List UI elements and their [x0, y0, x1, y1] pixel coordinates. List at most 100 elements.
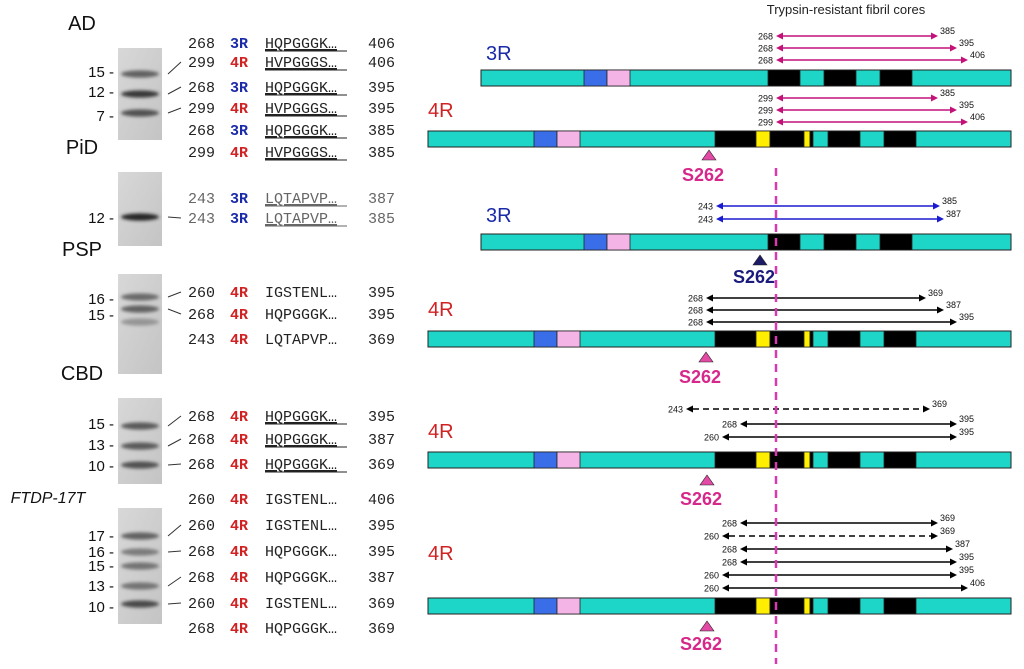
mw-marker: 10 -	[88, 458, 114, 475]
domain-yellow	[755, 130, 771, 148]
band-connector	[167, 86, 182, 95]
band-connector	[167, 415, 182, 427]
peptide-row: 268 4R HQPGGGK… 387	[188, 570, 395, 587]
peptide-row: 260 4R IGSTENL… 406	[188, 492, 395, 509]
tau-isoform-track-4r: 4R 268 369 260 369 268 387 268 395 260 395 260 406 S2…	[427, 513, 1012, 654]
peptide-end: 387	[368, 570, 395, 587]
mw-marker: 13 -	[88, 437, 114, 454]
domain-core	[767, 69, 801, 87]
domain-pink	[606, 69, 631, 87]
peptide-sequence: LQTAPVP…	[265, 211, 337, 228]
peptide-row: 299 4R HVPGGGS… 385	[188, 145, 395, 162]
band-connector	[167, 216, 182, 219]
mw-marker: 15 -	[88, 558, 114, 575]
peptide-start: 243	[188, 211, 215, 228]
track-isoform-label: 4R	[428, 100, 454, 122]
peptide-row: 260 4R IGSTENL… 395	[188, 518, 395, 535]
blot-band	[121, 532, 159, 540]
peptide-end: 387	[368, 432, 395, 449]
core-arrow-head-right	[950, 420, 957, 428]
core-arrow-head-right	[931, 94, 938, 102]
core-start-residue: 268	[688, 294, 703, 304]
peptide-start: 268	[188, 123, 215, 140]
core-start-residue: 268	[758, 56, 773, 66]
peptide-isoform: 4R	[230, 285, 248, 302]
core-start-residue: 243	[698, 202, 713, 212]
core-arrow-head-left	[776, 32, 783, 40]
track-isoform-label: 3R	[486, 205, 512, 227]
peptide-row: 268 4R HQPGGGK… 395	[188, 307, 395, 324]
domain-yellow	[803, 330, 811, 348]
domain-core	[809, 597, 814, 615]
band-connector	[167, 107, 182, 114]
core-end-residue: 387	[946, 209, 961, 219]
tau-isoform-track-3r: 3R 243 385 243 387 S262	[480, 196, 1012, 287]
peptide-row: 243 3R LQTAPVP… 387	[188, 191, 395, 208]
domain-core	[809, 330, 814, 348]
domain-core	[809, 451, 814, 469]
s262-label: S262	[680, 489, 722, 509]
domain-core	[809, 130, 814, 148]
core-arrow-head-right	[950, 433, 957, 441]
peptide-end: 385	[368, 123, 395, 140]
core-start-residue: 268	[722, 519, 737, 529]
domain-core	[827, 597, 861, 615]
core-end-residue: 385	[940, 26, 955, 36]
core-start-residue: 260	[704, 571, 719, 581]
tau-isoform-track-3r: 3R 268 385 268 395 268 406	[480, 26, 1012, 87]
peptide-end: 406	[368, 36, 395, 53]
domain-yellow	[803, 451, 811, 469]
core-arrow-head-left	[722, 571, 729, 579]
tau-isoform-track-4r: 4R 268 369 268 387 268 395 S262	[427, 288, 1012, 387]
s262-label: S262	[733, 267, 775, 287]
disease-label: CBD	[61, 363, 103, 385]
peptide-start: 268	[188, 80, 215, 97]
peptide-start: 243	[188, 332, 215, 349]
core-start-residue: 268	[758, 44, 773, 54]
domain-core	[827, 330, 861, 348]
peptide-start: 268	[188, 432, 215, 449]
domain-yellow	[755, 597, 771, 615]
core-arrow-head-left	[706, 294, 713, 302]
core-arrow-head-left	[740, 545, 747, 553]
panel-ad: AD 15 - 12 - 7 - 268 3R HQPGGGK… 406 299 4R HVPGGG…	[68, 13, 1012, 185]
core-arrow-head-right	[961, 118, 968, 126]
s262-label: S262	[679, 367, 721, 387]
peptide-start: 268	[188, 621, 215, 638]
peptide-isoform: 4R	[230, 409, 248, 426]
s262-marker	[701, 149, 717, 161]
core-end-residue: 406	[970, 578, 985, 588]
peptide-sequence: HQPGGGK…	[265, 80, 337, 97]
peptide-isoform: 4R	[230, 432, 248, 449]
core-arrow-head-right	[950, 106, 957, 114]
domain-core	[823, 233, 857, 251]
core-start-residue: 268	[722, 545, 737, 555]
mw-marker: 12 -	[88, 84, 114, 101]
blot-band	[121, 461, 159, 469]
core-arrow-head-right	[950, 318, 957, 326]
peptide-sequence: LQTAPVP…	[265, 191, 337, 208]
tau-isoform-track-4r: 4R 243 369 268 395 260 395 S262	[427, 399, 1012, 509]
peptide-start: 268	[188, 36, 215, 53]
core-arrow-head-left	[716, 215, 723, 223]
peptide-isoform: 4R	[230, 570, 248, 587]
peptide-sequence: HQPGGGK…	[265, 123, 337, 140]
panel-ftdp-17t: FTDP-17T 17 -16 -15 - 13 - 10 - 260 4R IGSTENL…	[11, 490, 1012, 654]
blot-band	[121, 600, 159, 608]
peptide-start: 268	[188, 307, 215, 324]
core-start-residue: 299	[758, 118, 773, 128]
peptide-sequence: HQPGGGK…	[265, 457, 337, 474]
s262-label: S262	[682, 165, 724, 185]
core-end-residue: 387	[946, 300, 961, 310]
mw-marker: 7 -	[96, 108, 114, 125]
tau-isoform-track-4r: 4R 299 385 299 395 299 406 S262	[427, 88, 1012, 185]
core-end-residue: 387	[955, 539, 970, 549]
domain-pink	[606, 233, 631, 251]
peptide-row: 268 4R HQPGGGK… 369	[188, 621, 395, 638]
band-connector	[167, 576, 182, 587]
peptide-end: 385	[368, 211, 395, 228]
peptide-isoform: 4R	[230, 596, 248, 613]
core-arrow-head-right	[923, 405, 930, 413]
domain-core	[827, 130, 861, 148]
peptide-end: 385	[368, 145, 395, 162]
